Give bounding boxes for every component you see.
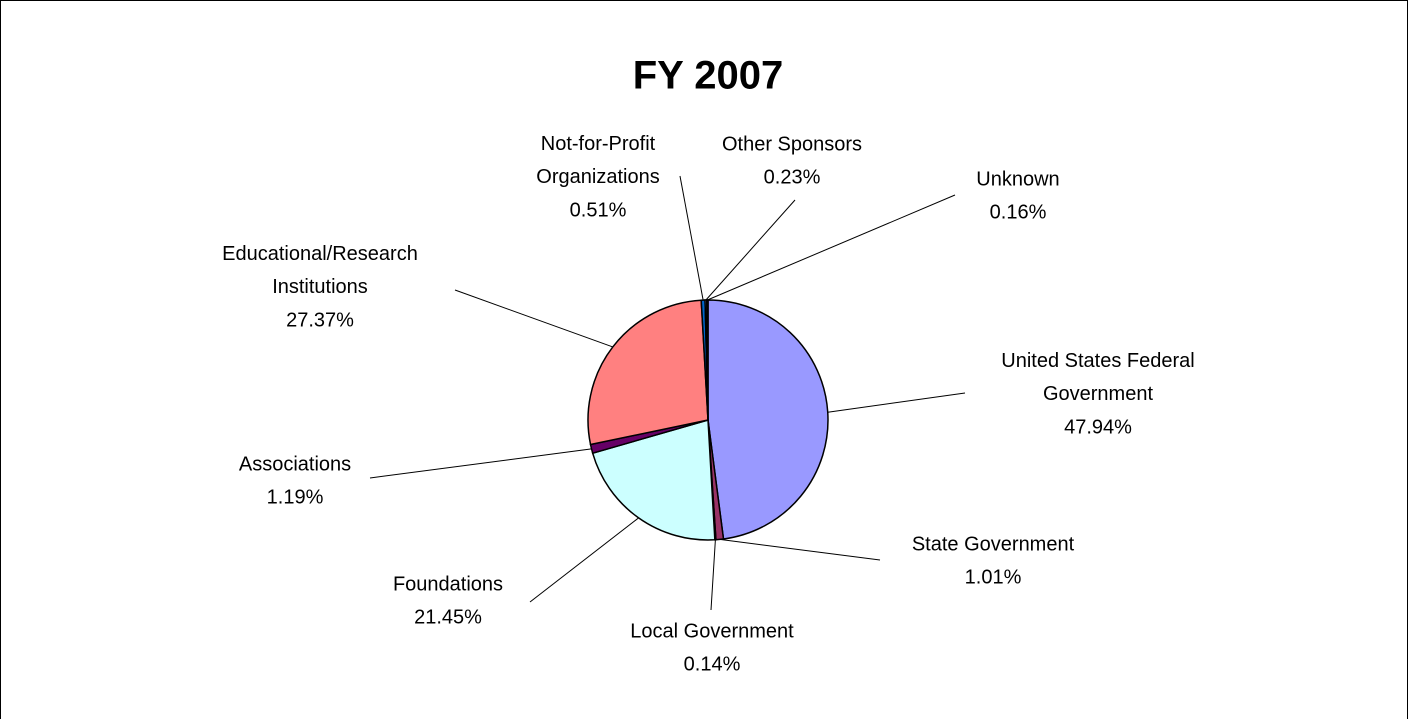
value-label: 0.23% (764, 166, 821, 188)
pie-slice (707, 299, 829, 540)
value-label: 1.19% (267, 486, 324, 508)
category-label: Associations (239, 453, 351, 475)
leader-line (369, 448, 592, 479)
value-label: 0.51% (570, 199, 627, 221)
value-label: 0.14% (684, 653, 741, 675)
leader-line (710, 539, 716, 611)
leader-line (827, 392, 966, 413)
category-label-line: Educational/Research (222, 243, 418, 265)
leader-line (719, 538, 881, 561)
category-label-line: Not-for-Profit (541, 133, 656, 155)
pie-slice (587, 299, 709, 446)
category-label-line: United States Federal (1001, 350, 1194, 372)
value-label: 21.45% (414, 606, 482, 628)
value-label: 1.01% (965, 566, 1022, 588)
category-label: State Government (912, 533, 1075, 555)
leader-line (529, 517, 639, 603)
category-label-line: Government (1043, 383, 1153, 405)
category-label: United States Federal Government (1001, 350, 1194, 405)
leader-line (705, 199, 796, 301)
value-label: 27.37% (286, 309, 354, 331)
value-label: 0.16% (990, 201, 1047, 223)
category-label: Educational/Research Institutions (222, 243, 418, 298)
category-label-line: Organizations (536, 166, 659, 188)
category-label: Local Government (630, 620, 794, 642)
category-label: Foundations (393, 573, 503, 595)
leader-line (679, 175, 704, 301)
category-label: Unknown (976, 168, 1059, 190)
category-label-line: Institutions (272, 276, 368, 298)
chart-title: FY 2007 (633, 54, 784, 98)
category-label: Other Sponsors (722, 133, 862, 155)
value-label: 47.94% (1064, 416, 1132, 438)
category-label: Not-for-Profit Organizations (536, 133, 659, 188)
leader-line (707, 194, 956, 301)
leader-line (454, 289, 613, 348)
